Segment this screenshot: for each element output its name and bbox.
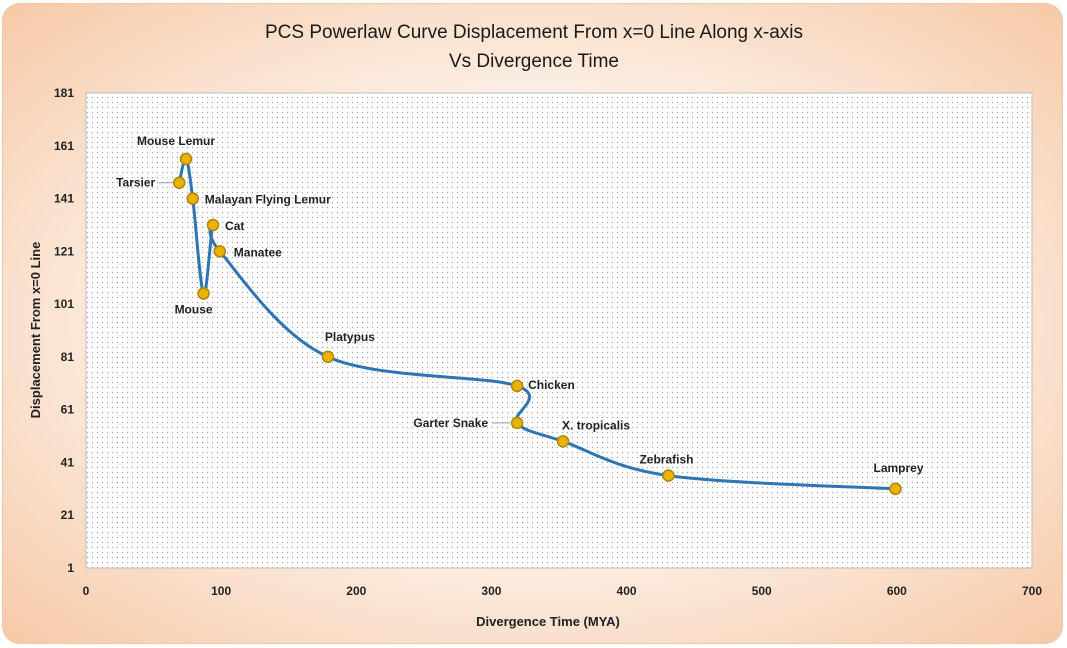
y-tick-label: 101 <box>54 297 74 311</box>
data-label: Tarsier <box>116 176 155 190</box>
y-tick-label: 21 <box>61 508 75 522</box>
data-point-marker <box>510 379 524 393</box>
x-axis-title: Divergence Time (MYA) <box>476 614 620 629</box>
data-point-marker <box>197 287 210 300</box>
data-point-marker <box>662 469 675 482</box>
x-axis-ticks: 0 100 200 300 400 500 600 700 <box>83 584 1043 598</box>
data-point-marker <box>186 192 200 205</box>
data-point-marker <box>179 152 193 166</box>
y-tick-label: 161 <box>54 139 74 153</box>
data-label: Mouse <box>175 303 213 317</box>
label-leader-lines <box>159 182 511 424</box>
data-point-marker <box>889 482 902 496</box>
data-label: Platypus <box>325 330 375 344</box>
plot-area <box>85 92 1033 569</box>
data-points <box>172 152 902 496</box>
data-label: Zebrafish <box>639 453 693 467</box>
data-point-marker <box>321 350 335 364</box>
y-tick-label: 61 <box>61 403 75 417</box>
data-point-marker <box>556 435 570 448</box>
data-label: Mouse Lemur <box>137 134 215 148</box>
x-tick-label: 600 <box>887 584 907 598</box>
y-tick-label: 1 <box>67 561 74 575</box>
x-tick-label: 0 <box>83 584 90 598</box>
chart-title-line2: Vs Divergence Time <box>449 51 619 72</box>
data-label: Cat <box>225 219 244 233</box>
data-point-marker <box>510 416 524 430</box>
data-label: Lamprey <box>873 461 923 475</box>
x-tick-label: 200 <box>346 584 366 598</box>
data-point-marker <box>213 245 227 258</box>
y-axis-title: Displacement From x=0 Line <box>28 242 43 419</box>
data-label: Manatee <box>234 245 282 259</box>
x-tick-label: 300 <box>481 584 501 598</box>
data-point-marker <box>172 176 186 189</box>
data-label: Malayan Flying Lemur <box>205 193 331 207</box>
y-tick-label: 121 <box>54 244 74 258</box>
x-tick-label: 400 <box>617 584 637 598</box>
y-tick-label: 41 <box>61 455 75 469</box>
y-tick-label: 81 <box>61 350 75 364</box>
data-label: Garter Snake <box>413 416 488 430</box>
x-tick-label: 100 <box>211 584 231 598</box>
data-label: X. tropicalis <box>562 418 630 432</box>
x-tick-label: 700 <box>1022 584 1042 598</box>
chart-title-line1: PCS Powerlaw Curve Displacement From x=0… <box>265 22 803 43</box>
x-tick-label: 500 <box>752 584 772 598</box>
y-tick-label: 141 <box>54 192 74 206</box>
data-labels: Tarsier Mouse Lemur Malayan Flying Lemur Mo… <box>116 134 924 475</box>
data-label: Chicken <box>528 378 575 392</box>
y-tick-label: 181 <box>54 86 74 100</box>
data-point-marker <box>206 218 220 232</box>
